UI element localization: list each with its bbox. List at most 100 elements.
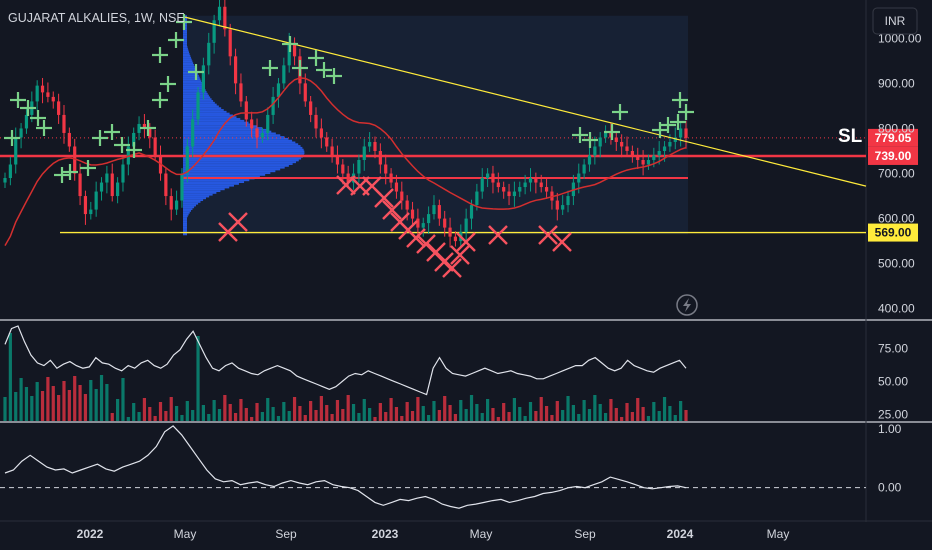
volume-bar <box>282 402 286 421</box>
volume-bar <box>620 417 624 421</box>
volume-profile-bar <box>183 211 190 214</box>
volume-profile-bar <box>183 127 263 129</box>
indicator1-tick-label: 50.00 <box>878 374 908 388</box>
volume-bar <box>40 391 45 421</box>
candle-body <box>480 178 484 192</box>
volume-bar <box>641 407 645 421</box>
volume-profile-bar <box>183 89 206 92</box>
volume-bar <box>384 412 388 421</box>
volume-profile-bar <box>183 150 305 153</box>
volume-bar <box>453 414 458 421</box>
volume-profile-bar <box>183 159 299 162</box>
volume-bar <box>469 395 474 421</box>
horizontal-levels: 739.00 569.00 779.05 SL <box>0 126 918 242</box>
indicator-panel-1: 75.00 50.00 25.00 <box>3 325 908 421</box>
volume-profile-bar <box>183 67 196 70</box>
volume-bar <box>298 406 302 421</box>
candle-body <box>142 123 147 129</box>
candle-body <box>539 182 543 188</box>
volume-bar <box>46 377 50 421</box>
volume-profile-bar <box>183 137 289 140</box>
volume-bar <box>593 395 597 421</box>
candle-body <box>276 83 281 97</box>
volume-profile-bar <box>183 45 188 48</box>
volume-profile-bar <box>183 206 195 209</box>
volume-profile-bar <box>183 31 187 34</box>
volume-bar <box>35 382 39 421</box>
candle-body <box>169 196 173 210</box>
volume-bar <box>571 405 575 421</box>
volume-bar <box>555 401 559 421</box>
volume-bar <box>539 397 543 421</box>
candle-body <box>233 56 238 84</box>
currency-button[interactable]: INR <box>872 7 918 35</box>
volume-bar <box>684 410 688 421</box>
candle-body <box>212 20 216 43</box>
volume-bar <box>480 413 484 421</box>
volume-profile-bar <box>183 226 187 229</box>
volume-bar <box>566 396 570 421</box>
candle-body <box>523 182 527 188</box>
candle-body <box>260 132 264 138</box>
buy-marker <box>176 14 192 30</box>
candle-body <box>491 173 495 183</box>
volume-bar <box>668 406 672 421</box>
volume-bar <box>609 399 613 421</box>
candle-body <box>292 42 297 57</box>
volume-bar <box>132 403 136 421</box>
buy-marker <box>4 130 20 146</box>
volume-bar <box>78 385 82 421</box>
volume-bar <box>437 410 441 421</box>
volume-bar <box>67 390 71 421</box>
candle-body <box>287 42 291 66</box>
volume-profile-bar <box>183 114 233 117</box>
candle-body <box>362 146 366 160</box>
volume-bar <box>518 407 522 421</box>
buy-marker <box>30 110 46 126</box>
volume-profile-bar <box>183 78 201 81</box>
buy-marker <box>152 92 168 108</box>
volume-bar <box>121 378 125 421</box>
volume-profile-bar <box>183 87 205 90</box>
volume-bar <box>662 397 667 421</box>
candle-body <box>228 29 232 57</box>
price-tick-label: 500.00 <box>878 257 915 271</box>
candle-body <box>598 137 602 147</box>
candle-body <box>405 200 409 210</box>
volume-profile-bar <box>183 166 285 169</box>
volume-profile-bar <box>183 195 210 198</box>
volume-profile-bar <box>183 222 187 225</box>
volume-profile-bar <box>183 119 245 122</box>
chart-title: GUJARAT ALKALIES, 1W, NSE <box>8 11 185 25</box>
volume-bar <box>459 400 463 421</box>
volume-bar <box>110 413 114 421</box>
candle-body <box>582 164 586 174</box>
volume-profile-bar <box>183 74 199 77</box>
candle-body <box>309 101 313 115</box>
volume-bar <box>421 406 425 421</box>
candle-body <box>121 164 125 183</box>
volume-profile-bar <box>183 80 202 83</box>
volume-profile-bar <box>183 47 188 50</box>
buy-marker <box>20 100 36 116</box>
sell-marker <box>228 212 248 232</box>
lightning-icon[interactable] <box>676 294 698 316</box>
volume-bar <box>244 408 248 421</box>
volume-profile-bar <box>183 94 209 97</box>
candle-body <box>679 128 683 138</box>
sell-marker-b <box>406 228 426 248</box>
volume-bar <box>427 415 431 421</box>
volume-bar <box>276 416 281 421</box>
volume-profile-bar <box>183 29 187 32</box>
sell-marker-b <box>442 258 462 278</box>
indicator1-line <box>4 325 687 396</box>
volume-profile-bar <box>183 130 272 133</box>
candle-body <box>78 173 82 197</box>
volume-profile-bar <box>183 233 187 236</box>
volume-bar <box>502 403 506 421</box>
time-tick-label: Sep <box>275 527 297 541</box>
volume-profile-bar <box>183 199 204 202</box>
volume-bar <box>416 397 420 421</box>
